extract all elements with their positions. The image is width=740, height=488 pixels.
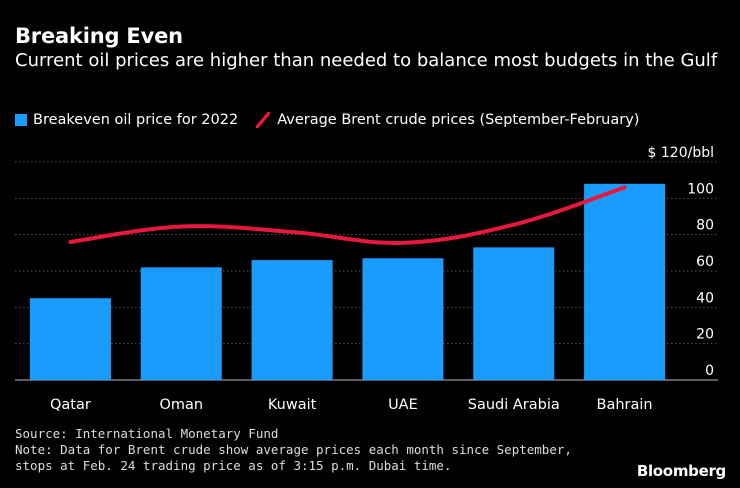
chart-title: Breaking Even [15, 24, 183, 48]
y-tick-label: 100 [687, 181, 714, 197]
note-line-1: Note: Data for Brent crude show average … [15, 442, 572, 457]
legend-line-swatch [256, 112, 271, 128]
x-tick-label: Oman [159, 397, 203, 413]
legend-line-label: Average Brent crude prices (September-Fe… [277, 112, 640, 128]
chart-subtitle: Current oil prices are higher than neede… [15, 50, 718, 71]
legend-item-breakeven: Breakeven oil price for 2022 [15, 112, 238, 128]
bar-uae [362, 258, 444, 380]
x-tick-label: Bahrain [597, 397, 653, 413]
bar-qatar [29, 298, 111, 380]
bar-kuwait [251, 260, 333, 380]
y-tick-label: 40 [696, 290, 714, 306]
brent-line [68, 185, 627, 245]
brent-point-uae [402, 242, 404, 244]
brent-point-oman [180, 225, 182, 227]
bloomberg-logo: Bloomberg [636, 462, 726, 480]
y-tick-label: $ 120/bbl [648, 145, 714, 161]
x-tick-label: UAE [388, 397, 418, 413]
y-tick-label: 80 [696, 218, 714, 234]
source-line: Source: International Monetary Fund [15, 426, 279, 441]
y-axis-tick-labels: 0 20 40 60 80 100 $ 120/bbl [648, 145, 714, 379]
bar-bahrain [584, 183, 666, 380]
legend: Breakeven oil price for 2022 Average Bre… [15, 112, 639, 128]
note-line-2: stops at Feb. 24 trading price as of 3:1… [15, 458, 452, 473]
x-axis-tick-labels: Qatar Oman Kuwait UAE Saudi Arabia Bahrain [50, 397, 653, 413]
brent-point-qatar [69, 241, 71, 243]
x-tick-label: Qatar [50, 397, 91, 413]
brent-point-bahrain [624, 186, 626, 188]
brent-line-series [68, 185, 627, 245]
legend-bar-swatch [15, 114, 27, 126]
y-tick-label: 60 [696, 254, 714, 270]
bar-oman [140, 267, 222, 380]
brent-point-saudi-arabia [513, 224, 515, 226]
x-tick-label: Saudi Arabia [468, 397, 560, 413]
x-tick-label: Kuwait [268, 397, 317, 413]
bars [29, 183, 666, 380]
brent-point-kuwait [291, 231, 293, 233]
y-tick-label: 0 [705, 363, 714, 379]
legend-item-brent: Average Brent crude prices (September-Fe… [238, 112, 639, 128]
source-note: Source: International Monetary Fund Note… [15, 426, 572, 474]
y-tick-label: 20 [696, 327, 714, 343]
legend-bar-label: Breakeven oil price for 2022 [33, 112, 239, 128]
bar-saudi-arabia [473, 247, 555, 380]
